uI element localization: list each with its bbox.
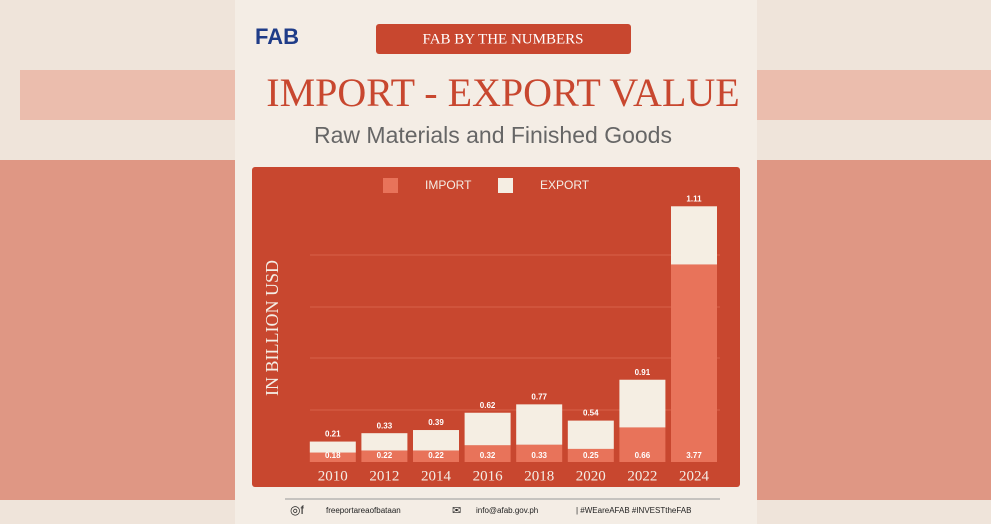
- title: IMPORT - EXPORT VALUE: [266, 70, 739, 115]
- x-tick-label: 2012: [369, 468, 399, 484]
- legend-swatch: [498, 178, 513, 193]
- bar-segment: [619, 379, 666, 428]
- bar-segment: [413, 430, 459, 451]
- value-label: 0.22: [428, 451, 444, 460]
- x-tick-label: 2024: [679, 468, 710, 484]
- bar-segment: [516, 444, 563, 462]
- x-tick-label: 2020: [576, 468, 606, 484]
- bar-segment: [567, 448, 614, 462]
- bar-segment: [361, 433, 408, 451]
- y-axis-label: IN BILLION USD: [262, 260, 282, 396]
- bar-segment: [464, 412, 511, 446]
- value-label: 0.18: [325, 451, 341, 460]
- bar-segment: [309, 441, 356, 453]
- social-icons: ◎f: [290, 503, 304, 517]
- value-label: 0.33: [531, 451, 547, 460]
- bar-segment: [413, 450, 459, 462]
- bar-segment: [464, 445, 511, 462]
- bar-segment: [671, 206, 717, 265]
- value-label: 0.66: [635, 451, 651, 460]
- bar-segment: [567, 420, 614, 449]
- value-label: 0.22: [377, 451, 393, 460]
- x-tick-label: 2014: [421, 468, 452, 484]
- logo: FAB: [255, 24, 299, 49]
- legend-swatch: [383, 178, 398, 193]
- bar-segment: [671, 264, 717, 462]
- x-tick-label: 2010: [318, 468, 348, 484]
- banner-text: FAB BY THE NUMBERS: [422, 31, 583, 47]
- x-tick-label: 2018: [524, 468, 554, 484]
- mail-icon: ✉: [452, 505, 461, 517]
- value-label: 0.25: [583, 451, 599, 460]
- value-label: 0.21: [325, 430, 341, 439]
- bar-segment: [619, 427, 666, 462]
- value-label: 0.62: [480, 401, 496, 410]
- bar-segment: [516, 404, 563, 445]
- subtitle: Raw Materials and Finished Goods: [314, 122, 672, 148]
- x-tick-label: 2022: [627, 468, 657, 484]
- value-label: 0.32: [480, 451, 496, 460]
- value-label: 0.91: [635, 368, 651, 377]
- value-label: 0.39: [428, 418, 444, 427]
- blur-left-title: [20, 70, 235, 120]
- bar-segment: [309, 452, 356, 462]
- legend-label: IMPORT: [425, 178, 472, 192]
- blur-left: [0, 160, 235, 500]
- x-tick-label: 2016: [473, 468, 504, 484]
- footer-email: info@afab.gov.ph: [476, 506, 538, 515]
- value-label: 1.11: [686, 194, 702, 203]
- blur-right-title: [757, 70, 991, 120]
- blur-right: [757, 160, 991, 500]
- chart-area: [252, 167, 740, 487]
- footer-social: freeportareaofbataan: [326, 506, 401, 515]
- banner: [376, 24, 631, 54]
- footer-tags: | #WEareAFAB #INVESTtheFAB: [576, 506, 691, 515]
- value-label: 3.77: [686, 451, 702, 460]
- legend-label: EXPORT: [540, 178, 590, 192]
- value-label: 0.54: [583, 409, 599, 418]
- bar-segment: [361, 450, 408, 462]
- value-label: 0.77: [531, 392, 547, 401]
- value-label: 0.33: [377, 421, 393, 430]
